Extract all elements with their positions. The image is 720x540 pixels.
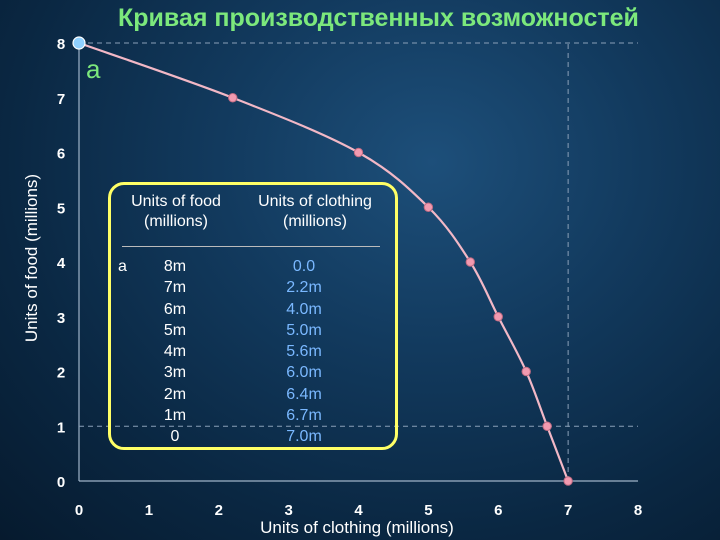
- table-header-clothing-line2: (millions): [283, 213, 347, 230]
- data-point: [353, 147, 364, 158]
- table-row-label-column: a: [118, 256, 127, 277]
- data-point: [465, 257, 475, 267]
- table-cell-clothing: 4.0m: [286, 300, 322, 318]
- y-tick-label: 8: [57, 36, 65, 53]
- x-tick-label: 1: [145, 502, 153, 519]
- data-table-box: [108, 182, 398, 450]
- x-tick-label: 3: [284, 502, 292, 519]
- table-cell-food: 1m: [163, 407, 187, 425]
- table-cell-clothing: 0.0: [292, 258, 316, 275]
- table-cell-food: 6m: [163, 300, 187, 318]
- data-point: [493, 312, 503, 322]
- y-tick-label: 1: [57, 419, 65, 436]
- y-tick-label: 6: [57, 146, 65, 163]
- point-a-label: a: [86, 54, 101, 84]
- table-cell-food: 2m: [163, 385, 187, 403]
- table-cell-food: 7m: [163, 279, 187, 297]
- x-tick-label: 0: [75, 502, 83, 519]
- table-header-food-line1: Units of food: [131, 193, 221, 210]
- table-row-label: a: [118, 258, 127, 275]
- x-tick-label: 8: [634, 502, 642, 519]
- table-cell-food: 0: [170, 428, 180, 446]
- x-axis-label: Units of clothing (millions): [260, 518, 454, 537]
- data-point-a: [72, 36, 86, 50]
- data-point: [542, 421, 552, 431]
- x-tick-label: 6: [494, 502, 502, 519]
- data-point: [423, 202, 434, 212]
- y-tick-label: 0: [57, 474, 65, 491]
- table-cell-clothing: 6.4m: [286, 385, 322, 403]
- table-cell-food: 3m: [163, 364, 187, 382]
- table-clothing-column: 0.0 2.2m 4.0m 5.0m 5.6m 6.0m 6.4m 6.7m 7…: [272, 256, 336, 448]
- table-cell-food: 5m: [163, 321, 187, 339]
- table-cell-clothing: 7.0m: [286, 428, 322, 446]
- table-cell-food: 8m: [163, 258, 187, 275]
- y-tick-label: 2: [57, 365, 65, 382]
- table-cell-clothing: 5.0m: [286, 321, 322, 339]
- table-cell-clothing: 6.0m: [286, 364, 322, 382]
- table-cell-clothing: 6.7m: [286, 407, 322, 425]
- data-point: [563, 476, 573, 486]
- x-tick-label: 5: [424, 502, 432, 519]
- data-point: [228, 93, 238, 103]
- data-point: [521, 366, 531, 377]
- table-header-food: Units of food (millions): [120, 192, 232, 232]
- table-cell-food: 4m: [163, 343, 187, 361]
- table-header-clothing: Units of clothing (millions): [244, 192, 386, 232]
- y-tick-label: 5: [57, 200, 65, 217]
- table-header-clothing-line1: Units of clothing: [258, 193, 372, 210]
- x-tick-label: 7: [564, 502, 572, 519]
- y-tick-label: 7: [57, 91, 65, 108]
- x-tick-label: 4: [354, 502, 363, 519]
- x-tick-label: 2: [215, 502, 223, 519]
- chart-title: Кривая производственных возможностей: [118, 4, 639, 32]
- table-header-food-line2: (millions): [144, 213, 208, 230]
- table-cell-clothing: 2.2m: [286, 279, 322, 297]
- y-tick-label: 3: [57, 310, 65, 327]
- table-cell-clothing: 5.6m: [286, 343, 322, 361]
- table-food-column: 8m 7m 6m 5m 4m 3m 2m 1m 0: [150, 256, 200, 448]
- table-header-divider: [122, 246, 380, 247]
- y-axis-label: Units of food (millions): [22, 174, 41, 342]
- y-tick-label: 4: [57, 255, 66, 272]
